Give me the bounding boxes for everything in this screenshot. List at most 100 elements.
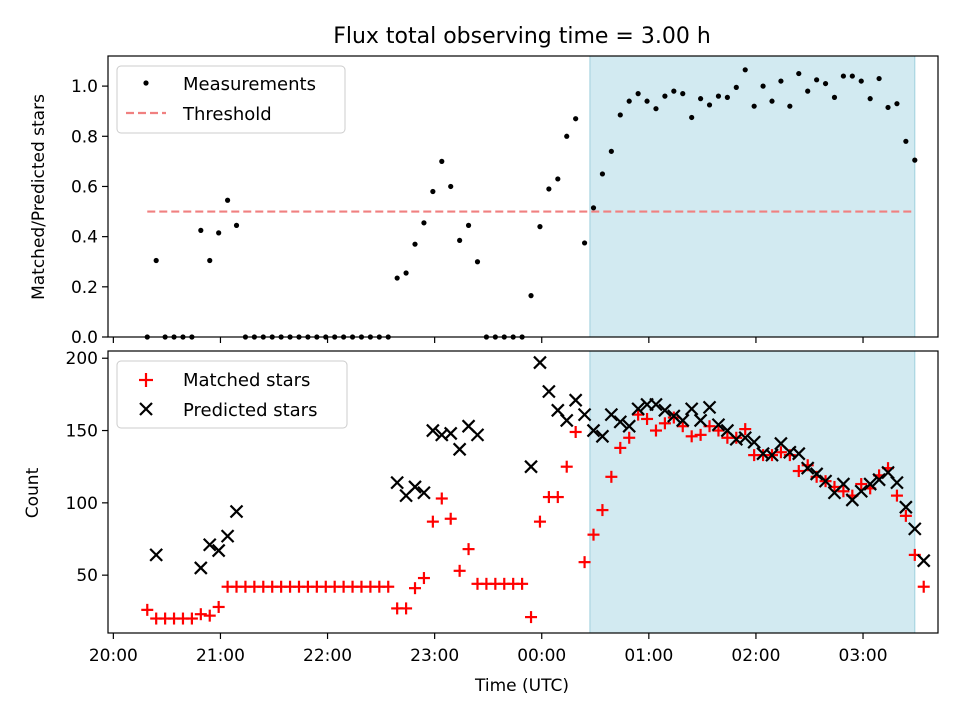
measurement-point (653, 106, 659, 112)
predicted-star-point (194, 561, 208, 575)
bottom-points (141, 355, 931, 625)
top-observing-span (589, 56, 916, 337)
matched-star-point (560, 460, 573, 473)
x-axis-label: Time (UTC) (474, 676, 569, 696)
measurement-point (430, 188, 436, 195)
measurement-point (224, 197, 231, 203)
measurement-point (840, 73, 846, 79)
x-tick-label: 01:00 (624, 646, 673, 666)
predicted-star-point (202, 538, 217, 552)
predicted-star-point (916, 553, 931, 568)
measurement-point (626, 98, 632, 104)
x-tick-label: 03:00 (839, 646, 888, 666)
predicted-star-point (675, 413, 690, 428)
matched-star-point (444, 512, 457, 525)
legend-threshold-label: Threshold (182, 104, 272, 125)
predicted-star-point (524, 459, 538, 474)
y-tick-label: 0.0 (71, 328, 98, 348)
measurement-point (590, 205, 597, 211)
measurement-point (394, 275, 400, 281)
measurement-point (216, 230, 222, 236)
matched-star-point (516, 577, 529, 590)
matched-star-point (890, 489, 903, 502)
bot-axes-frame (107, 350, 939, 634)
predicted-star-point (149, 548, 163, 562)
measurement-point (733, 84, 739, 90)
measurement-point (198, 227, 204, 233)
predicted-star-point (693, 413, 708, 428)
predicted-star-point (702, 400, 717, 415)
measurement-point (457, 237, 463, 244)
predicted-star-point (220, 529, 235, 543)
top-axes: 0.0 0.2 0.4 0.6 0.8 1.0 (71, 55, 939, 348)
measurement-point (546, 186, 552, 192)
predicted-star-point (631, 402, 645, 416)
predicted-star-point (863, 477, 877, 491)
predicted-star-point (542, 384, 556, 399)
y-tick-label: 0.6 (71, 177, 98, 197)
measurement-point (822, 80, 829, 87)
predicted-star-point (711, 417, 726, 432)
y-tick-label: 150 (66, 422, 98, 442)
matched-star-point (614, 441, 627, 454)
legend-measurements-label: Measurements (183, 74, 316, 95)
matched-star-point (578, 556, 591, 569)
matched-star-point (426, 515, 439, 528)
legend-matched-label: Matched stars (183, 370, 310, 391)
predicted-star-point (470, 428, 485, 442)
measurement-point (537, 224, 543, 230)
predicted-star-point (229, 504, 244, 519)
predicted-star-point (765, 448, 779, 462)
measurement-point (814, 77, 820, 83)
matched-star-point (676, 420, 689, 433)
matched-star-point (185, 612, 198, 625)
predicted-star-point (791, 446, 806, 461)
measurement-point (635, 91, 641, 97)
matched-star-point (658, 417, 671, 430)
bottom-axes: 50 100 150 200 20:00 21:00 22:00 23:00 00:00 01:0… (66, 349, 939, 666)
measurement-point (617, 112, 623, 118)
predicted-star-point (684, 402, 699, 416)
measurement-point (778, 78, 784, 84)
measurement-point (555, 176, 561, 182)
measurement-point (858, 78, 864, 84)
matched-star-point (417, 572, 430, 585)
matched-star-point (141, 603, 154, 616)
measurement-point (448, 183, 454, 190)
legend-predicted-marker (139, 402, 153, 416)
measurement-point (412, 241, 418, 247)
predicted-star-point (426, 423, 440, 438)
matched-star-point (605, 470, 618, 483)
matched-star-point (587, 528, 600, 541)
measurement-point (885, 104, 891, 111)
legend-matched-marker (139, 373, 153, 387)
predicted-star-point (211, 543, 226, 558)
measurement-point (474, 259, 481, 265)
top-panel: 0.0 0.2 0.4 0.6 0.8 1.0 Matched/Predicted sta… (29, 55, 939, 348)
bottom-ylabel: Count (23, 467, 43, 518)
x-tick-label: 00:00 (517, 646, 566, 666)
legend-predicted-label: Predicted stars (183, 400, 317, 421)
x-tick-label: 21:00 (196, 646, 245, 666)
measurement-point (903, 138, 909, 144)
predicted-star-point (595, 429, 610, 444)
y-tick-label: 0.8 (71, 127, 98, 147)
y-tick-label: 0.2 (71, 278, 98, 298)
measurement-point (403, 270, 409, 276)
matched-star-point (641, 412, 654, 425)
x-tick-label: 20:00 (89, 646, 138, 666)
matched-star-point (837, 485, 850, 498)
predicted-star-point (417, 485, 431, 500)
matched-star-point (739, 423, 752, 436)
matched-star-point (435, 492, 448, 505)
measurement-point (698, 96, 704, 102)
predicted-star-point (809, 467, 824, 481)
top-axes-frame (107, 55, 939, 338)
predicted-star-point (836, 477, 851, 491)
measurement-point (644, 98, 650, 104)
predicted-star-point (408, 480, 422, 494)
predicted-star-point (890, 475, 904, 490)
predicted-star-point (568, 393, 583, 407)
observing-span-band (589, 351, 915, 633)
